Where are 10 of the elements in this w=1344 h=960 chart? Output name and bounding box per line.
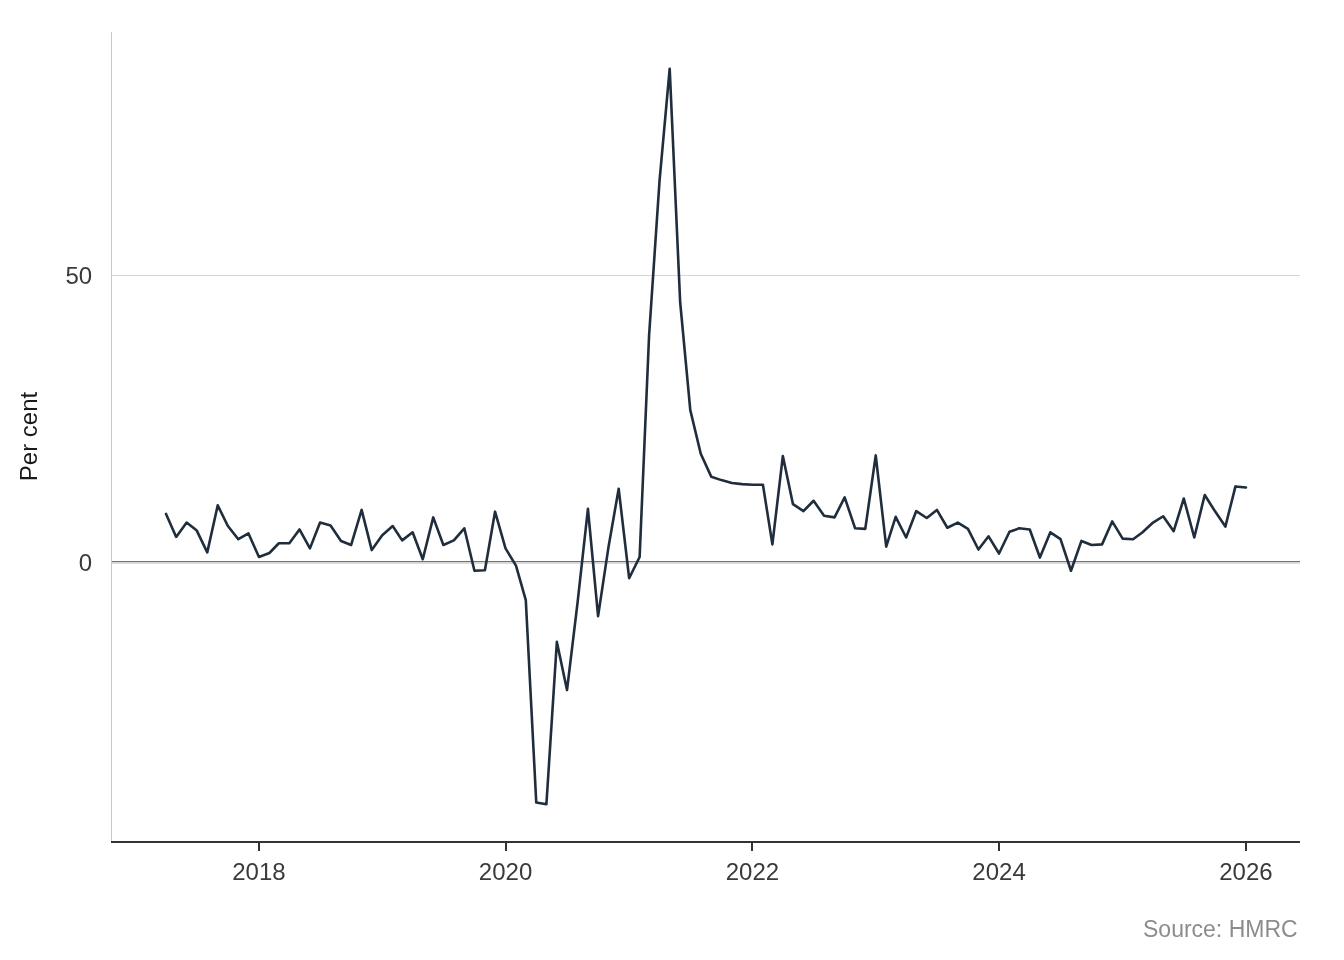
x-tick-label: 2022 <box>725 857 780 885</box>
x-tick-label: 2024 <box>972 857 1026 885</box>
y-axis-title: Per cent <box>15 391 43 482</box>
x-tick-label: 2026 <box>1219 857 1273 885</box>
source-note: Source: HMRC <box>1143 916 1298 942</box>
y-tick-label: 50 <box>65 261 93 289</box>
x-tick-label: 2018 <box>232 857 286 885</box>
x-tick-label: 2020 <box>478 857 533 885</box>
line-series <box>164 67 1248 806</box>
y-tick-label: 0 <box>78 548 93 576</box>
